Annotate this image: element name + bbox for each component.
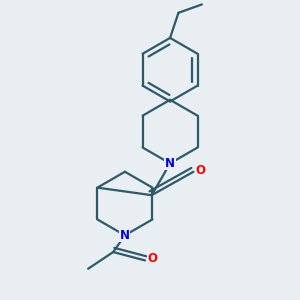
Text: O: O [147,252,157,265]
Text: N: N [165,157,175,170]
Text: N: N [120,229,130,242]
Text: O: O [196,164,206,177]
